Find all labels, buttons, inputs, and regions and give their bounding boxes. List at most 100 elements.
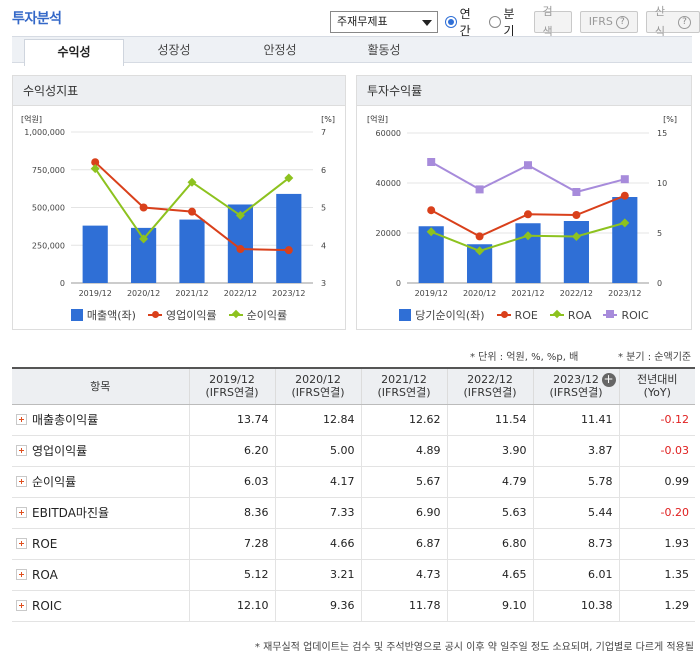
expand-icon[interactable]	[16, 507, 27, 518]
right-tick-label: 10	[657, 179, 667, 188]
row-label[interactable]: ROIC	[12, 590, 190, 622]
table-cell: 5.00	[275, 435, 362, 467]
formula-button[interactable]: 산식?	[645, 5, 700, 38]
data-point	[284, 173, 294, 183]
expand-icon[interactable]	[16, 476, 27, 487]
tab-stability[interactable]: 안정성	[263, 43, 297, 57]
row-label-text: 매출총이익률	[32, 413, 99, 427]
expand-icon[interactable]	[16, 414, 27, 425]
col-basis: (IFRS연결)	[291, 386, 345, 400]
data-point	[620, 191, 629, 200]
investment-return-chart: [억원] [%] 0 20000 40000 60000 0 5 10 15 2019/12 20…	[367, 114, 677, 298]
data-point	[620, 175, 629, 184]
help-icon: ?	[615, 15, 629, 29]
table-cell: 6.20	[189, 435, 276, 467]
data-point	[139, 234, 149, 244]
x-tick-label: 2020/12	[127, 289, 160, 298]
table-cell: 4.73	[361, 559, 448, 591]
expand-icon[interactable]	[16, 568, 27, 580]
yoy-cell: -0.03	[619, 435, 695, 467]
bar	[612, 197, 638, 283]
data-point	[571, 232, 581, 241]
add-column-icon[interactable]: +	[601, 372, 616, 387]
right-tick-label: 3	[321, 279, 326, 288]
legend-item: 순이익률	[228, 307, 288, 323]
table-cell: 5.78	[533, 466, 620, 498]
data-point	[475, 232, 484, 241]
col-year: 2022/12	[467, 373, 513, 387]
ifrs-button[interactable]: IFRS?	[579, 11, 638, 33]
radio-quarter[interactable]: 분기	[488, 5, 526, 39]
formula-button-label: 산식	[654, 5, 666, 38]
tab-growth[interactable]: 성장성	[157, 43, 191, 57]
data-point	[426, 227, 436, 237]
row-label[interactable]: 매출총이익률	[12, 404, 190, 436]
quarter-note: * 분기 : 순액기준	[618, 352, 692, 363]
table-cell: 11.54	[447, 404, 534, 436]
row-label[interactable]: ROE	[12, 528, 190, 560]
data-point	[475, 185, 484, 194]
table-row: ROA 5.12 3.21 4.73 4.65 6.01 1.35	[12, 559, 695, 591]
radio-annual-label: 연간	[459, 7, 471, 38]
help-icon: ?	[678, 15, 691, 29]
table-cell: 8.73	[533, 528, 620, 560]
right-tick-label: 5	[321, 204, 326, 213]
panel-title: 수익성지표	[13, 76, 345, 106]
expand-icon[interactable]	[16, 537, 27, 549]
left-tick-label: 60000	[376, 129, 401, 138]
left-tick-label: 750,000	[32, 166, 65, 175]
x-tick-label: 2023/12	[272, 289, 305, 298]
row-label[interactable]: EBITDA마진율	[12, 497, 190, 529]
radio-selected-icon	[444, 16, 457, 28]
table-cell: 3.90	[447, 435, 534, 467]
table-cell: 4.66	[275, 528, 362, 560]
row-label-text: 순이익률	[32, 475, 77, 489]
data-point	[620, 218, 630, 228]
row-label[interactable]: 순이익률	[12, 466, 190, 498]
diamond-line-swatch-icon	[549, 314, 564, 316]
left-tick-label: 250,000	[32, 241, 65, 250]
col-basis: (IFRS연결)	[377, 386, 431, 400]
bar	[563, 221, 589, 283]
controls-bar: 주재무제표 연간 분기 검색 IFRS? 산식?	[330, 5, 700, 39]
statement-type-select[interactable]: 주재무제표	[330, 11, 438, 33]
data-point	[139, 203, 148, 212]
bar	[276, 193, 302, 283]
x-tick-label: 2019/12	[79, 289, 112, 298]
left-tick-label: 20000	[376, 229, 401, 238]
col-year: 2020/12	[295, 373, 341, 387]
legend-label: 순이익률	[246, 309, 288, 322]
table-row: ROIC 12.10 9.36 11.78 9.10 10.38 1.29	[12, 590, 695, 622]
table-cell: 4.65	[447, 559, 534, 591]
diamond-line-swatch-icon	[228, 314, 243, 316]
row-label[interactable]: 영업이익률	[12, 435, 190, 467]
right-tick-label: 15	[657, 129, 667, 138]
table-cell: 4.79	[447, 466, 534, 498]
left-tick-label: 0	[60, 279, 65, 288]
data-point	[572, 211, 581, 219]
left-tick-label: 40000	[376, 179, 401, 188]
x-tick-label: 2021/12	[175, 289, 208, 298]
tab-activity[interactable]: 활동성	[367, 43, 401, 57]
radio-quarter-label: 분기	[503, 7, 515, 38]
row-label[interactable]: ROA	[12, 559, 190, 591]
statement-type-value: 주재무제표	[337, 15, 388, 28]
tab-profitability[interactable]: 수익성	[24, 39, 124, 66]
unit-note: * 단위 : 억원, %, %p, 배	[470, 352, 579, 363]
expand-icon[interactable]	[16, 599, 27, 611]
table-cell: 12.84	[275, 404, 362, 436]
table-cell: 4.89	[361, 435, 448, 467]
search-button[interactable]: 검색	[533, 5, 572, 38]
right-tick-label: 7	[321, 128, 326, 137]
left-tick-label: 500,000	[32, 204, 65, 213]
expand-icon[interactable]	[16, 445, 27, 456]
circle-line-swatch-icon	[147, 311, 162, 318]
profitability-chart: [억원] [%] 0 250,000 500,000 750,000 1,000,000…	[21, 114, 335, 298]
x-tick-label: 2022/12	[224, 289, 257, 298]
tab-bar: 수익성 성장성 안정성 활동성	[12, 36, 692, 66]
square-line-swatch-icon	[603, 310, 618, 318]
radio-annual[interactable]: 연간	[444, 5, 482, 39]
yoy-cell: -0.20	[619, 497, 695, 529]
table-cell: 7.28	[189, 528, 276, 560]
yoy-cell: 1.29	[619, 590, 695, 622]
